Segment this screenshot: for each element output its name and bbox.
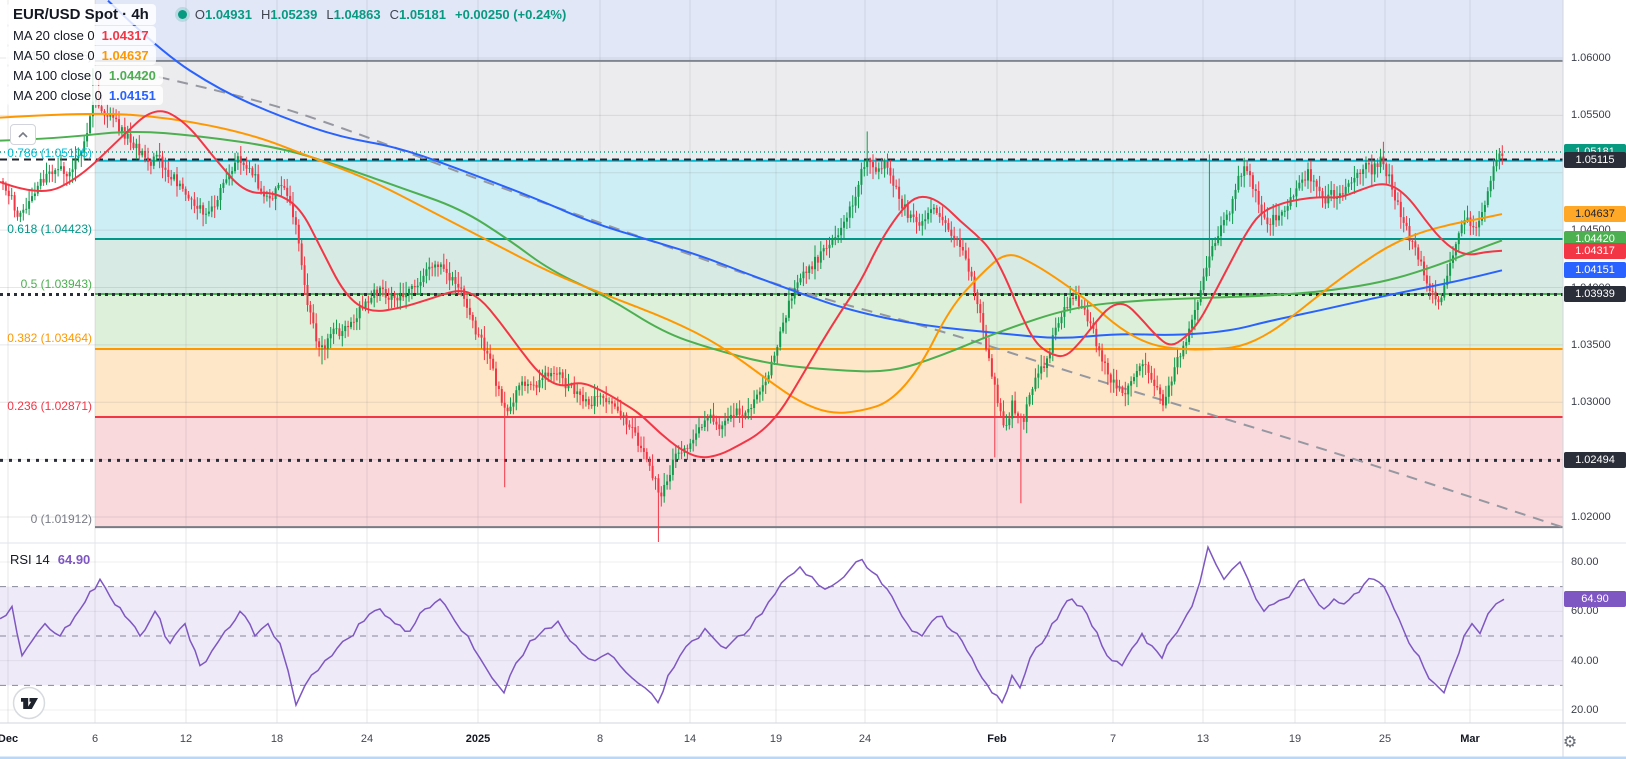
legend-ma-row[interactable]: MA 20 close 0 1.04317 — [6, 26, 566, 45]
rsi-line — [0, 544, 1505, 708]
ma-line-ma200 — [107, 0, 1503, 339]
dotted-levels — [0, 151, 1563, 462]
rsi-legend[interactable]: RSI 14 64.90 — [10, 552, 90, 567]
price-axis-label: 1.05500 — [1571, 109, 1611, 122]
trendline — [139, 71, 1564, 529]
symbol-row[interactable]: EUR/USD Spot · 4h O1.04931 H1.05239 L1.048… — [6, 4, 566, 25]
time-axis-label: 12 — [179, 733, 193, 745]
rsi-axis-label: 60.00 — [1571, 605, 1599, 618]
time-axis-label: 19 — [1288, 733, 1302, 745]
time-axis-label: Feb — [987, 733, 1007, 745]
ma-line-ma50 — [0, 112, 1503, 414]
rsi-label: RSI 14 — [10, 552, 50, 567]
price-axis-label: 1.03500 — [1571, 338, 1611, 351]
time-axis-label: 7 — [1109, 733, 1117, 745]
axis-settings-gear-icon[interactable]: ⚙ — [1562, 734, 1578, 751]
moving-averages — [0, 0, 1503, 459]
price-badge: 1.02494 — [1564, 452, 1626, 469]
time-axis-label: 13 — [1196, 733, 1210, 745]
ohlc-item: O1.04931 — [194, 7, 252, 22]
rsi-pane — [0, 544, 1563, 708]
price-axis-label: 1.06000 — [1571, 52, 1611, 64]
tradingview-logo-icon[interactable] — [12, 686, 46, 725]
chart-legend: EUR/USD Spot · 4h O1.04931 H1.05239 L1.048… — [6, 4, 566, 106]
rsi-axis-label: 80.00 — [1571, 556, 1599, 568]
time-axis-label: 18 — [270, 733, 284, 745]
time-axis-label: 25 — [1378, 733, 1392, 745]
ma-line-ma20 — [0, 110, 1503, 459]
change-value: +0.00250 (+0.24%) — [455, 7, 567, 22]
price-badge: 1.04317 — [1564, 243, 1626, 260]
time-axis-label: 14 — [683, 733, 697, 745]
legend-collapse-button[interactable] — [10, 124, 36, 145]
time-axis-label: 24 — [360, 733, 374, 745]
time-axis-label: Dec — [0, 733, 19, 745]
legend-ma-row[interactable]: MA 100 close 0 1.04420 — [6, 66, 566, 85]
ohlc-item: C1.05181 — [389, 7, 446, 22]
price-badge: 1.05115 — [1564, 151, 1626, 168]
time-axis-label: 24 — [858, 733, 872, 745]
price-axis-label: 1.03000 — [1571, 396, 1611, 409]
legend-ma-row[interactable]: MA 50 close 0 1.04637 — [6, 46, 566, 65]
rsi-value: 64.90 — [57, 552, 91, 567]
rsi-axis-label: 20.00 — [1571, 704, 1599, 717]
price-axis-label: 1.02000 — [1571, 511, 1611, 523]
rsi-axis-label: 40.00 — [1571, 654, 1599, 667]
gridlines — [0, 0, 1563, 723]
price-badge: 1.04637 — [1564, 206, 1626, 223]
market-status-icon — [177, 10, 187, 19]
ohlc-item: L1.04863 — [326, 7, 381, 22]
price-badge: 64.90 — [1564, 591, 1626, 608]
ohlc-item: H1.05239 — [260, 7, 318, 22]
time-axis-label: 8 — [596, 733, 604, 745]
chevron-up-icon — [18, 131, 28, 138]
legend-ma-row[interactable]: MA 200 close 0 1.04151 — [6, 86, 566, 105]
time-axis-label: Mar — [1460, 733, 1480, 745]
symbol-title: EUR/USD Spot · 4h — [13, 6, 149, 23]
price-badge: 1.04151 — [1564, 262, 1626, 279]
time-axis-label: 6 — [91, 733, 99, 745]
ohlc-values: O1.04931 H1.05239 L1.04863 C1.05181 +0.00250… — [195, 7, 566, 22]
time-axis-label: 2025 — [465, 733, 491, 745]
time-axis-label: 19 — [769, 733, 783, 745]
price-badge: 1.03939 — [1564, 286, 1626, 303]
